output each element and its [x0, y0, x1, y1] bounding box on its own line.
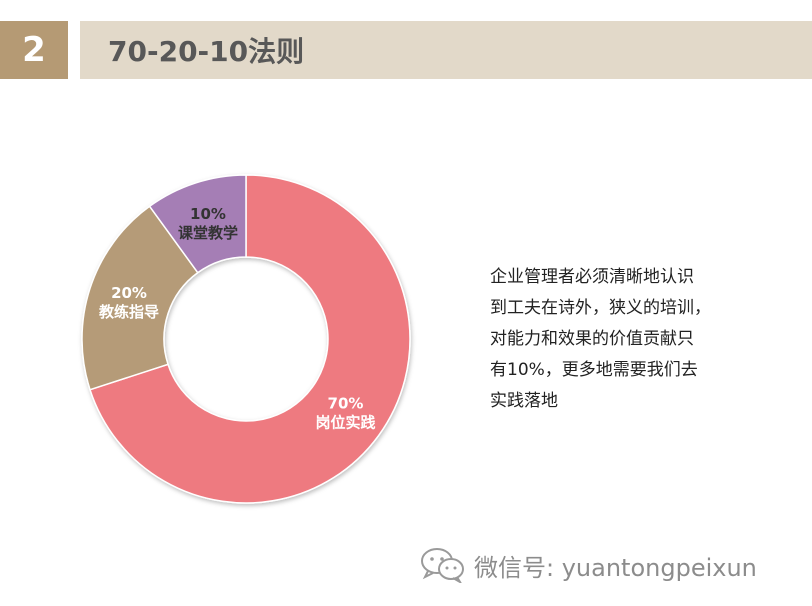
slice-value-2: 10%	[190, 205, 226, 223]
watermark-text: 微信号: yuantongpeixun	[474, 553, 757, 582]
slice-2	[148, 174, 247, 274]
slice-1	[81, 205, 199, 391]
title-bar: 70-20-10法则	[80, 21, 812, 79]
section-number: 2	[0, 21, 68, 79]
slice-value-1: 20%	[111, 284, 147, 302]
donut-chart: 70%岗位实践 20%教练指导 10%课堂教学	[81, 174, 411, 504]
description-text: 企业管理者必须清晰地认识 到工夫在诗外，狭义的培训， 对能力和效果的价值贡献只 …	[490, 267, 711, 411]
slice-label-2: 课堂教学	[178, 224, 238, 242]
slice-label-0: 岗位实践	[316, 413, 376, 431]
watermark: 微信号: yuantongpeixun	[420, 545, 757, 585]
slice-value-0: 70%	[328, 394, 364, 412]
page-title: 70-20-10法则	[108, 35, 305, 68]
wechat-icon	[421, 548, 464, 583]
slice-0	[89, 174, 411, 504]
slice-label-1: 教练指导	[98, 303, 159, 321]
